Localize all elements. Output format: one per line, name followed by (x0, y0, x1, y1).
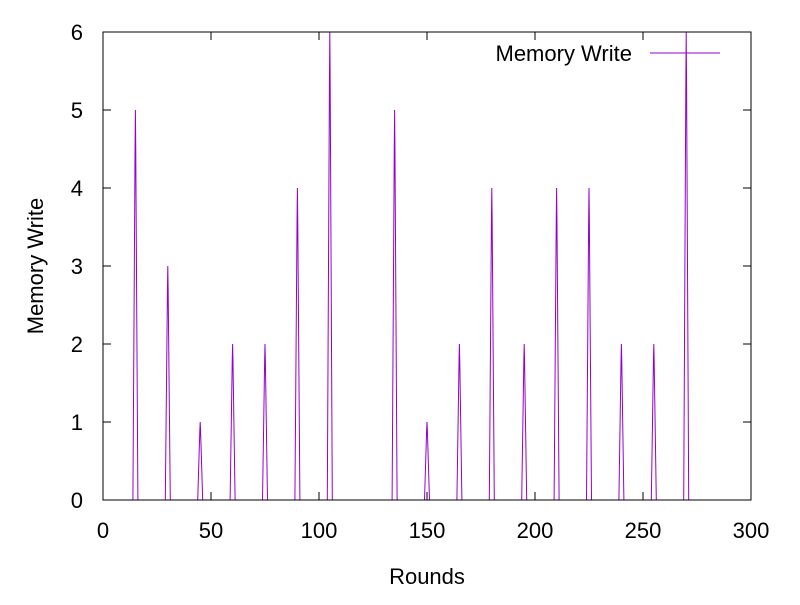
memory-write-spike (520, 343, 528, 501)
y-tick-labels: 0 1 2 3 4 5 6 (71, 20, 83, 513)
x-tick-label: 0 (97, 518, 109, 543)
x-tick-label: 100 (301, 518, 338, 543)
y-tick-label: 1 (71, 410, 83, 435)
x-tick-label: 50 (199, 518, 223, 543)
y-tick-label: 4 (71, 176, 83, 201)
memory-write-spike (650, 343, 658, 501)
y-tick-label: 5 (71, 98, 83, 123)
legend-label-memory-write: Memory Write (496, 41, 633, 66)
y-tick-label: 0 (71, 488, 83, 513)
memory-write-spike (391, 109, 399, 501)
memory-write-spike (293, 187, 301, 501)
memory-write-spike (585, 187, 593, 501)
memory-write-spike (164, 265, 172, 501)
x-tick-labels: 0 50 100 150 200 250 300 (97, 518, 769, 543)
x-tick-label: 200 (517, 518, 554, 543)
x-axis-label: Rounds (389, 564, 465, 589)
memory-write-spike (455, 343, 463, 501)
legend: Memory Write (496, 41, 720, 66)
x-tick-label: 300 (733, 518, 770, 543)
memory-write-spike (488, 187, 496, 501)
memory-write-spike (553, 187, 561, 501)
y-axis-label: Memory Write (23, 198, 48, 335)
memory-write-spike (131, 109, 139, 501)
memory-write-spike (617, 343, 625, 501)
x-tick-label: 150 (409, 518, 446, 543)
memory-write-spike (196, 421, 204, 501)
memory-write-spike (229, 343, 237, 501)
tick-layer (102, 31, 752, 501)
x-tick-label: 250 (625, 518, 662, 543)
memory-write-spike (423, 421, 431, 501)
memory-write-spike (261, 343, 269, 501)
y-tick-label: 6 (71, 20, 83, 45)
y-tick-label: 3 (71, 254, 83, 279)
y-tick-label: 2 (71, 332, 83, 357)
